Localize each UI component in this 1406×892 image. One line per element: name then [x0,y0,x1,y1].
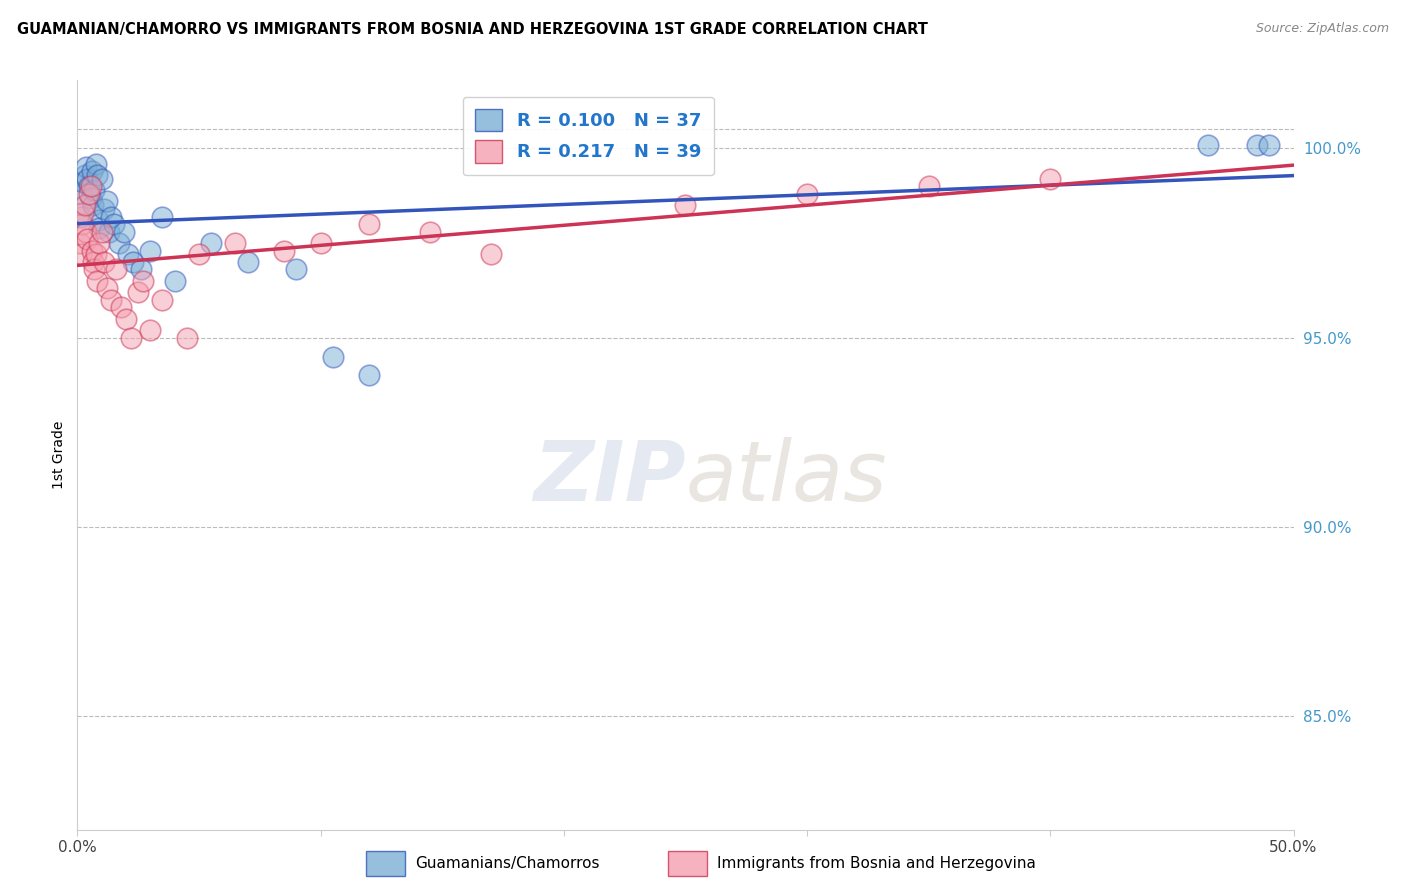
Point [87,213,110,227]
Point [69,235,91,250]
Point [309,235,332,250]
Point [70,247,93,261]
Point [105,262,128,277]
Point [70,210,93,224]
Point [83,183,105,197]
Point [1197,137,1219,152]
Point [96,194,118,209]
Point [96,281,118,295]
Legend: R = 0.100   N = 37, R = 0.217   N = 39: R = 0.100 N = 37, R = 0.217 N = 39 [463,97,714,175]
Text: GUAMANIAN/CHAMORRO VS IMMIGRANTS FROM BOSNIA AND HERZEGOVINA 1ST GRADE CORRELATI: GUAMANIAN/CHAMORRO VS IMMIGRANTS FROM BO… [17,22,928,37]
Point [152,210,174,224]
Point [86,274,108,288]
Point [359,368,381,383]
Point [419,225,441,239]
Point [84,247,107,261]
Point [90,225,112,239]
Point [224,235,246,250]
Point [115,311,138,326]
Point [80,191,103,205]
Point [139,323,162,337]
Point [89,235,111,250]
Point [273,244,295,258]
Point [70,217,93,231]
Point [120,330,142,344]
Point [97,225,120,239]
Point [83,262,105,277]
Point [86,168,108,182]
Point [76,232,98,246]
Point [73,168,96,182]
Point [129,262,152,277]
Point [103,217,125,231]
Point [82,255,104,269]
Point [72,176,94,190]
Point [152,293,174,307]
Point [918,179,941,194]
Point [89,220,111,235]
Point [75,225,97,239]
Point [80,164,103,178]
Point [236,255,259,269]
Point [80,244,103,258]
Text: Source: ZipAtlas.com: Source: ZipAtlas.com [1256,22,1389,36]
Point [70,186,93,201]
Point [285,262,308,277]
Point [80,179,103,194]
Point [76,171,98,186]
Point [200,235,222,250]
Text: Guamanians/Chamorros: Guamanians/Chamorros [415,856,599,871]
Point [82,198,104,212]
Point [188,247,211,261]
Text: Immigrants from Bosnia and Herzegovina: Immigrants from Bosnia and Herzegovina [717,856,1036,871]
Point [163,274,186,288]
Point [1246,137,1268,152]
Point [132,274,155,288]
Point [75,161,97,175]
Text: atlas: atlas [686,437,887,518]
Point [122,255,145,269]
Y-axis label: 1st Grade: 1st Grade [52,421,66,489]
Point [72,205,94,219]
Point [79,179,101,194]
Point [112,225,135,239]
Point [675,198,697,212]
Point [127,285,149,300]
Point [322,350,344,364]
Point [359,217,381,231]
Point [479,247,502,261]
Point [79,186,101,201]
Text: ZIP: ZIP [533,437,686,518]
Point [107,235,129,250]
Point [796,186,818,201]
Point [1039,171,1062,186]
Point [110,301,132,315]
Point [73,198,96,212]
Point [93,255,115,269]
Point [1258,137,1281,152]
Point [93,202,115,216]
Point [90,171,112,186]
Point [100,293,122,307]
Point [139,244,162,258]
Point [176,330,198,344]
Point [84,156,107,170]
Point [117,247,139,261]
Point [100,210,122,224]
